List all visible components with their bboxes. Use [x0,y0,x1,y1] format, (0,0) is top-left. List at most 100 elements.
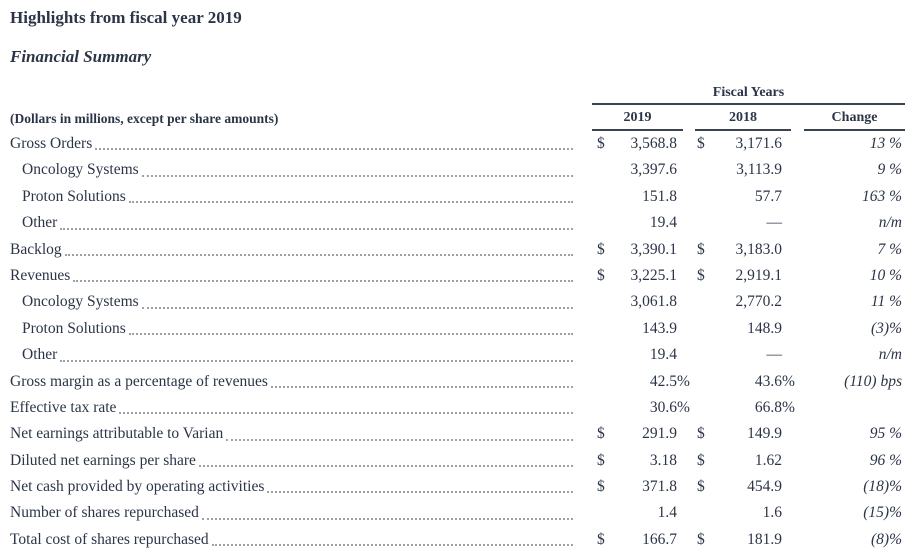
value-2019: 3,061.8 [630,293,678,311]
value-2019: 30.6 [649,398,677,416]
value-2019: 42.5 [649,372,677,390]
header-spacer [10,84,592,105]
value-2019: 166.7 [642,530,677,548]
row-label: Gross margin as a percentage of revenues [10,372,268,390]
currency-symbol-2019: $ [597,478,605,496]
section-title: Financial Summary [10,47,152,66]
currency-symbol-2018: $ [697,530,705,548]
value-2019: 3.18 [649,451,677,469]
row-label: Net earnings attributable to Varian [10,425,224,443]
row-label: Number of shares repurchased [10,504,199,522]
dotted-leader [60,359,573,362]
dotted-leader [141,174,573,177]
table-row: Net cash provided by operating activitie… [10,474,905,500]
table-row: Diluted net earnings per share $ 3.18 $ … [10,448,905,474]
value-cell-2019: 143.9 [592,316,692,342]
table-row: Other 19.4 — n/m [10,210,905,236]
currency-symbol-2018: $ [697,135,705,152]
table-row: Gross Orders $ 3,568.8 $ 3,171.6 13 % [10,131,905,157]
table-group-header-row: Fiscal Years [10,84,905,105]
value-cell-2019: 19.4 [592,342,692,368]
value-2019: 143.9 [642,319,677,337]
currency-symbol-2019: $ [597,266,605,284]
value-2019: 3,225.1 [630,266,678,284]
column-header-2018: 2018 [695,109,791,131]
value-suffix-2019: % [677,398,690,416]
currency-symbol-2019: $ [597,451,605,469]
row-label-cell: Oncology Systems [10,289,592,315]
value-cell-2019: $ 3,390.1 [592,237,692,263]
value-change: (3)% [871,319,902,337]
value-cell-2018: $ 149.9 [692,421,797,447]
row-label: Oncology Systems [22,293,139,311]
value-change: 95 % [869,425,902,443]
value-cell-2019: $ 3,225.1 [592,263,692,289]
table-row: Net earnings attributable to Varian $ 29… [10,421,905,447]
column-header-2018-cell: 2018 [692,109,797,131]
value-2018: 3,183.0 [735,240,783,258]
value-2018: — [766,214,783,232]
value-cell-2018: $ 1.62 [692,448,797,474]
row-label: Revenues [10,266,71,284]
value-cell-2019: 151.8 [592,184,692,210]
value-cell-2018: — [692,342,797,368]
value-2018: 1.6 [762,504,782,522]
row-label: Other [22,346,58,364]
value-2018: 149.9 [747,425,782,443]
value-2018: — [766,346,783,364]
value-change: n/m [878,346,902,364]
value-cell-2018: 43.6 % [692,369,797,395]
column-header-2019-cell: 2019 [592,109,692,131]
value-2018: 454.9 [747,478,782,496]
dotted-leader [201,517,573,520]
table-row: Other 19.4 — n/m [10,342,905,368]
value-cell-2019: 1.4 [592,500,692,526]
value-cell-2018: 66.8 % [692,395,797,421]
value-cell-2019: $ 3,568.8 [592,131,692,157]
currency-symbol-2019: $ [597,530,605,548]
value-change: 13 % [869,135,902,152]
value-cell-2019: 3,397.6 [592,157,692,183]
table-body: Gross Orders $ 3,568.8 $ 3,171.6 13 % On… [10,131,905,553]
row-label: Proton Solutions [22,319,126,337]
dotted-leader [141,306,573,309]
column-header-2019: 2019 [592,109,683,131]
currency-symbol-2018: $ [697,266,705,284]
row-label-cell: Net earnings attributable to Varian [10,421,592,447]
value-2018: 148.9 [747,319,782,337]
value-2018: 2,919.1 [735,266,783,284]
row-label: Oncology Systems [22,161,139,179]
table-row: Revenues $ 3,225.1 $ 2,919.1 10 % [10,263,905,289]
value-change: 7 % [877,240,902,258]
value-change: 96 % [869,451,902,469]
row-label-cell: Backlog [10,237,592,263]
value-2019: 19.4 [649,214,677,232]
row-label-cell: Oncology Systems [10,157,592,183]
row-label: Total cost of shares repurchased [10,530,209,548]
value-cell-2019: 42.5 % [592,369,692,395]
value-cell-2019: 30.6 % [592,395,692,421]
row-label-cell: Effective tax rate [10,395,592,421]
value-cell-2018: $ 181.9 [692,527,797,553]
row-label: Other [22,214,58,232]
value-2019: 371.8 [642,478,677,496]
row-label-cell: Other [10,210,592,236]
table-row: Number of shares repurchased 1.4 1.6 (15… [10,500,905,526]
value-cell-2018: 3,113.9 [692,157,797,183]
currency-symbol-2018: $ [697,451,705,469]
column-header-change: Change [804,109,905,131]
value-2019: 1.4 [657,504,677,522]
table-row: Proton Solutions 151.8 57.7 163 % [10,184,905,210]
dotted-leader [226,438,573,441]
row-label-cell: Other [10,342,592,368]
row-label-cell: Revenues [10,263,592,289]
table-column-header-row: (Dollars in millions, except per share a… [10,105,905,131]
row-label-cell: Proton Solutions [10,184,592,210]
currency-symbol-2018: $ [697,425,705,443]
value-2018: 3,113.9 [736,161,782,179]
value-change: n/m [878,214,902,232]
currency-symbol-2019: $ [597,135,605,152]
row-label-cell: Proton Solutions [10,316,592,342]
table-row: Gross margin as a percentage of revenues… [10,369,905,395]
dotted-leader [211,544,573,547]
